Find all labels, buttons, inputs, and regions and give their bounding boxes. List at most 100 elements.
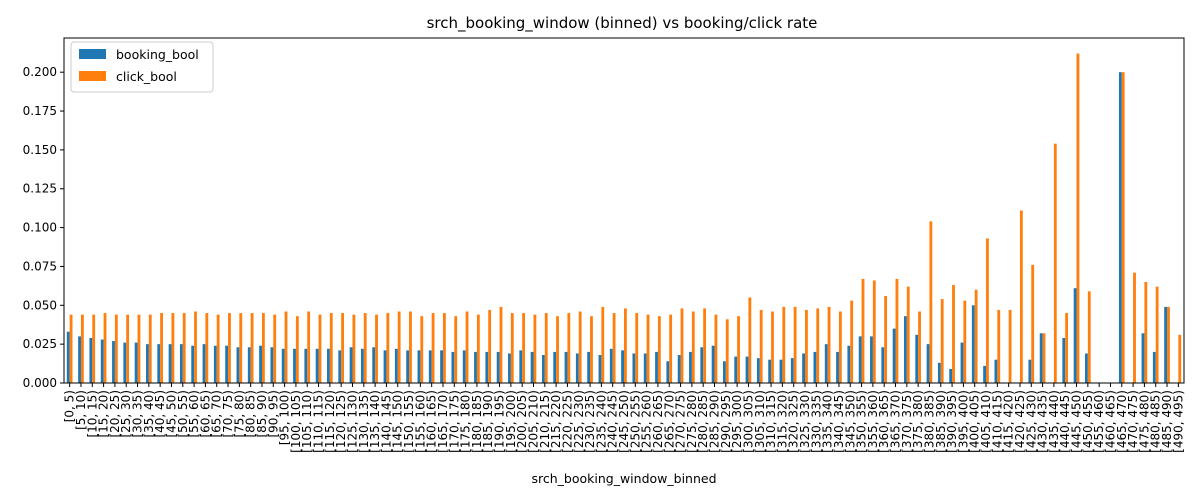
bar-click-bool-1 [80,314,84,383]
bar-booking-bool-38 [496,351,500,383]
bar-click-bool-30 [409,311,412,383]
bar-click-bool-55 [691,311,695,383]
bar-booking-bool-39 [508,353,511,383]
bar-booking-bool-10 [179,344,183,383]
bar-booking-bool-79 [960,342,964,383]
x-tick-label: [15, 20) [97,390,111,438]
bar-click-bool-49 [624,308,627,383]
x-tick-label: [220, 225) [560,390,574,453]
bar-booking-bool-65 [802,353,806,383]
bar-booking-bool-54 [677,355,681,383]
x-tick-label: [240, 245) [606,390,620,453]
bar-click-bool-48 [612,313,616,383]
bar-click-bool-63 [782,306,786,383]
bar-click-bool-0 [69,314,73,383]
x-tick-label: [115, 120) [323,390,337,453]
bar-booking-bool-22 [315,348,319,383]
bar-click-bool-14 [228,313,231,383]
bar-click-bool-62 [771,311,774,383]
x-tick-label: [105, 110) [300,390,314,453]
bar-click-bool-97 [1167,306,1170,383]
bar-booking-bool-72 [881,347,885,383]
bar-booking-bool-12 [202,344,206,383]
bar-booking-bool-30 [406,350,410,383]
x-tick-label: [375, 380) [911,390,925,453]
bar-booking-bool-7 [146,344,149,383]
bar-booking-bool-45 [575,353,579,383]
bar-booking-bool-6 [134,342,138,383]
y-tick-label: 0.125 [23,182,57,196]
x-tick-label: [265, 270) [662,390,676,453]
y-tick-label: 0.200 [23,65,57,79]
bar-click-bool-58 [725,319,729,383]
bar-click-bool-41 [533,314,537,383]
bar-booking-bool-69 [847,345,851,383]
x-tick-label: [425, 430) [1024,390,1038,453]
x-tick-label: [275, 280) [685,390,699,453]
bar-click-bool-23 [329,313,333,383]
bar-booking-bool-35 [462,350,466,383]
chart-title: srch_booking_window (binned) vs booking/… [427,14,818,33]
bar-click-bool-32 [431,313,435,383]
x-tick-label: [160, 165) [425,390,439,453]
x-tick-label: [475, 480) [1137,390,1151,453]
bar-click-bool-43 [556,316,559,383]
bar-click-bool-74 [906,286,910,383]
bar-booking-bool-93 [1118,72,1122,383]
x-tick-label: [130, 135) [357,390,371,453]
bar-click-bool-71 [872,280,876,383]
bar-click-bool-25 [352,314,356,383]
x-tick-label: [385, 390) [934,390,948,453]
x-tick-label: [70, 75) [221,390,235,438]
bar-click-bool-75 [918,311,921,383]
bar-booking-bool-70 [858,336,862,383]
bar-booking-bool-56 [700,347,704,383]
bar-click-bool-36 [476,314,480,383]
x-tick-label: [380, 385) [922,390,936,453]
bar-booking-bool-21 [304,348,308,383]
bar-booking-bool-2 [89,337,93,383]
bar-booking-bool-23 [327,348,330,383]
x-tick-label: [470, 475) [1126,390,1140,453]
x-tick-label: [345, 350) [843,390,857,453]
x-tick-label: [165, 170) [436,390,450,453]
bar-booking-bool-3 [100,339,104,383]
bar-booking-bool-86 [1039,333,1043,383]
legend-swatch-click [79,71,106,81]
y-tick-label: 0.175 [23,104,57,118]
bar-click-bool-83 [1008,309,1012,383]
bar-booking-bool-40 [519,350,523,383]
bar-booking-bool-89 [1073,288,1077,383]
bar-booking-bool-48 [609,348,613,383]
bar-click-bool-6 [137,314,141,383]
bar-booking-bool-58 [722,361,726,383]
bar-booking-bool-42 [541,355,545,383]
bar-click-bool-15 [239,313,243,383]
bar-click-bool-16 [250,313,254,383]
bar-click-bool-93 [1121,72,1125,383]
bar-booking-bool-49 [621,350,624,383]
bar-click-bool-61 [759,309,763,383]
x-tick-label: [200, 205) [515,390,529,453]
x-tick-label: [50, 55) [176,390,190,438]
x-tick-label: [205, 210) [526,390,540,453]
x-tick-label: [400, 405) [968,390,982,453]
bar-booking-bool-90 [1085,353,1088,383]
bar-click-bool-40 [522,313,526,383]
x-tick-label: [410, 415) [990,390,1004,453]
x-tick-label: [30, 35) [131,390,145,438]
x-tick-label: [450, 455) [1081,390,1095,453]
x-tick-label: [445, 450) [1070,390,1084,453]
x-tick-label: [295, 300) [730,390,744,453]
bar-click-bool-37 [488,309,492,383]
bar-booking-bool-75 [915,334,919,383]
bar-click-bool-82 [997,309,1001,383]
x-tick-label: [290, 295) [719,390,733,453]
bar-click-bool-89 [1076,53,1080,383]
bar-booking-bool-95 [1141,333,1145,383]
bar-booking-bool-31 [417,350,421,383]
bar-click-bool-67 [827,306,831,383]
bar-click-bool-22 [318,314,322,383]
x-tick-label: [90, 95) [266,390,280,438]
x-tick-label: [430, 435) [1036,390,1050,453]
